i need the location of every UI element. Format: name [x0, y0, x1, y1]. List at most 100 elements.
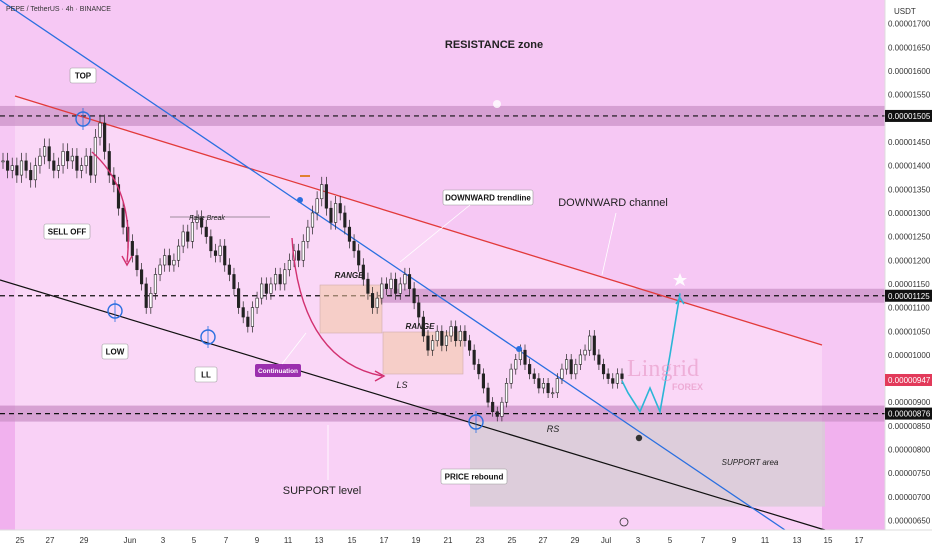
trendline-pointer — [399, 204, 471, 263]
candle-body — [149, 293, 153, 308]
candle-body — [29, 170, 33, 181]
candle — [338, 195, 342, 221]
candle — [523, 344, 527, 370]
y-tick-label: 0.00001000 — [888, 351, 931, 360]
candle-body — [167, 255, 171, 266]
watermark-brand: Lingrid — [627, 356, 699, 382]
candle — [70, 148, 74, 169]
candle-body — [1, 160, 5, 163]
candle — [116, 176, 121, 216]
candle-body — [84, 155, 88, 166]
candle — [426, 330, 430, 356]
candle — [454, 320, 458, 347]
earnings-icon — [635, 434, 643, 442]
price-tag-label: 0.00001125 — [888, 292, 930, 301]
candle — [33, 157, 37, 188]
projection-arrowhead — [675, 296, 685, 305]
candle — [273, 267, 278, 291]
candle-body — [504, 383, 509, 403]
candle — [310, 205, 315, 235]
candle — [417, 296, 421, 324]
candle — [144, 277, 148, 314]
candle — [569, 354, 573, 380]
candle-body — [306, 226, 310, 242]
candle-body — [70, 155, 74, 162]
candle-body — [218, 245, 222, 256]
candle — [458, 325, 462, 347]
candle — [611, 373, 615, 389]
candle — [500, 397, 504, 422]
price-tag-label: 0.00000876 — [888, 410, 931, 419]
low-label-text: LOW — [106, 348, 125, 357]
candle — [250, 301, 255, 333]
candle — [435, 325, 439, 347]
x-tick-label: 13 — [315, 536, 324, 545]
candle-body — [273, 274, 278, 285]
candle-body — [255, 297, 259, 308]
x-tick-label: Jun — [124, 536, 137, 545]
candle — [24, 152, 28, 179]
candle — [334, 195, 338, 230]
candle-body — [75, 155, 79, 171]
support-level-label: SUPPORT level — [283, 485, 361, 497]
downward-channel-label: DOWNWARD channel — [558, 197, 668, 209]
candle-body — [269, 283, 273, 294]
price-tag-box — [885, 109, 932, 122]
candle — [306, 219, 310, 249]
support-trendline — [0, 279, 826, 531]
candle — [213, 243, 218, 263]
candle — [140, 263, 144, 291]
candle-body — [213, 250, 218, 256]
candle-body — [15, 165, 19, 176]
candle — [551, 387, 555, 398]
candle-body — [320, 184, 324, 200]
candle-body — [250, 307, 255, 327]
candle — [541, 377, 546, 394]
candle-body — [620, 373, 624, 379]
candle-body — [79, 165, 84, 171]
x-tick-label: 7 — [701, 536, 706, 545]
candle-body — [615, 373, 619, 384]
downward-trendline-label-box — [442, 189, 534, 206]
candle-body — [61, 151, 65, 166]
candle — [477, 358, 481, 380]
candle — [98, 114, 102, 146]
candle-body — [491, 401, 495, 412]
candle — [246, 310, 250, 333]
candle-body — [153, 274, 158, 294]
x-tick-label: 23 — [476, 536, 485, 545]
candle — [440, 325, 444, 352]
continuation-tag: Continuation — [255, 364, 301, 377]
candle — [329, 200, 333, 230]
candle-body — [495, 411, 499, 417]
candle-body — [597, 354, 601, 365]
candle — [89, 148, 93, 183]
sell-off-arrow — [91, 151, 129, 263]
candle — [158, 258, 162, 282]
y-tick-label: 0.00000750 — [888, 469, 931, 478]
y-tick-label: 0.00001100 — [888, 304, 930, 313]
candle — [394, 272, 398, 300]
candle — [79, 157, 84, 179]
candle-body — [574, 364, 578, 375]
y-tick-label: 0.00001700 — [888, 20, 931, 29]
candle — [149, 286, 153, 314]
x-tick-label: 25 — [508, 536, 517, 545]
candle-body — [417, 302, 421, 318]
candle-body — [6, 160, 10, 171]
candle-body — [380, 283, 384, 299]
candle — [278, 267, 282, 291]
candle-body — [546, 383, 550, 394]
price-tag-box — [885, 289, 932, 302]
candle-body — [204, 226, 208, 237]
candle — [103, 114, 107, 160]
candle — [121, 200, 125, 235]
downward-trendline-label: DOWNWARD trendline — [442, 189, 534, 206]
continuation-pointer — [281, 332, 307, 365]
candle — [421, 310, 425, 342]
candle — [315, 191, 319, 221]
candle-body — [606, 373, 610, 379]
candle-body — [181, 231, 185, 247]
candle-body — [47, 146, 51, 162]
candle-body — [176, 245, 181, 261]
